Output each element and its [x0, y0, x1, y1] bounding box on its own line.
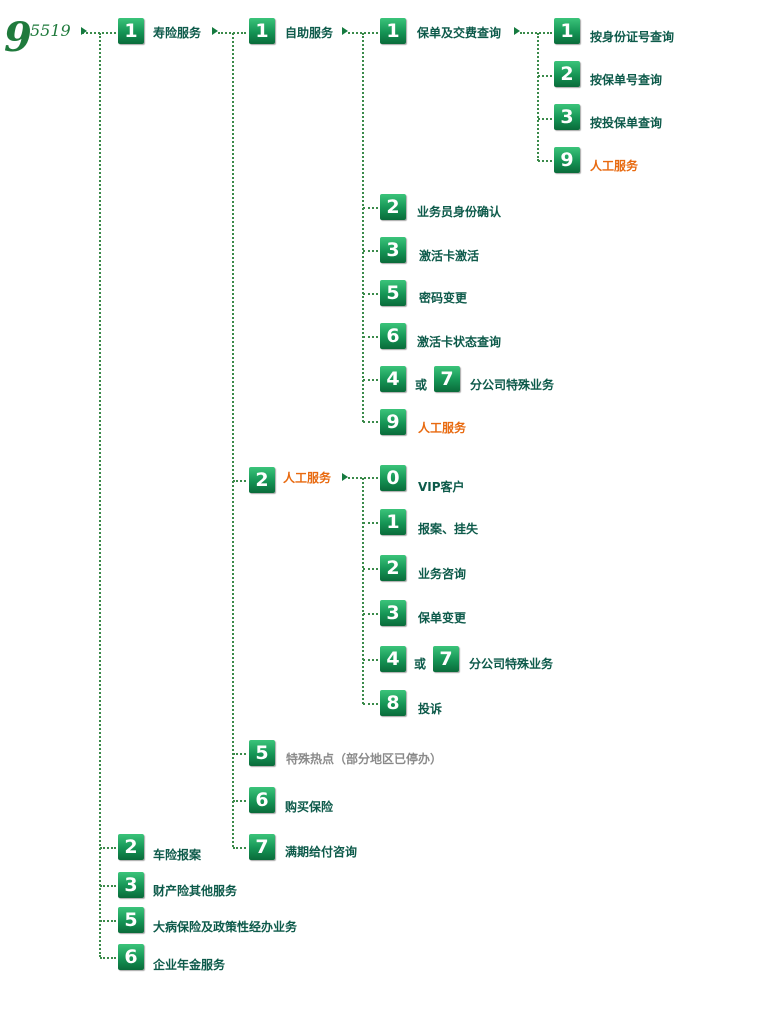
connector: [538, 160, 552, 162]
menu-label-property: 财产险其他服务: [153, 884, 238, 898]
menu-key-by-applicant[interactable]: 3: [554, 104, 580, 130]
connector: [363, 250, 378, 252]
menu-label-illness: 大病保险及政策性经办业务: [153, 920, 298, 934]
arrow-right-icon: [342, 473, 348, 481]
menu-key-password[interactable]: 5: [380, 280, 406, 306]
menu-label-manual-branch: 分公司特殊业务: [469, 657, 554, 671]
connector: [363, 613, 378, 615]
menu-label-self-service: 自助服务: [285, 26, 334, 40]
connector: [363, 522, 378, 524]
arrow-right-icon: [212, 27, 218, 35]
menu-label-report: 报案、挂失: [418, 522, 479, 536]
menu-label-annuity: 企业年金服务: [153, 958, 226, 972]
connector: [363, 703, 378, 705]
menu-key-self-manual[interactable]: 9: [380, 409, 406, 435]
menu-key-hotspot[interactable]: 5: [249, 740, 275, 766]
connector: [363, 293, 378, 295]
menu-label-by-id: 按身份证号查询: [590, 30, 675, 44]
connector: [233, 753, 246, 755]
connector: [100, 920, 116, 922]
connector: [520, 32, 552, 34]
connector: [100, 885, 116, 887]
connector: [363, 421, 378, 423]
or-text: 或: [414, 657, 427, 671]
connector: [363, 336, 378, 338]
menu-label-change: 保单变更: [418, 611, 467, 625]
menu-label-manual: 人工服务: [283, 471, 332, 485]
menu-key-policy-query[interactable]: 1: [380, 18, 406, 44]
menu-label-consult: 业务咨询: [418, 567, 467, 581]
connector: [363, 207, 378, 209]
menu-key-car-claim[interactable]: 2: [118, 834, 144, 860]
menu-label-self-manual: 人工服务: [418, 421, 467, 435]
menu-key-life-insurance[interactable]: 1: [118, 18, 144, 44]
menu-label-by-applicant: 按投保单查询: [590, 116, 663, 130]
menu-key-branch-4[interactable]: 4: [380, 366, 406, 392]
menu-label-buy: 购买保险: [285, 800, 334, 814]
connector: [232, 33, 234, 847]
menu-label-by-policy: 按保单号查询: [590, 73, 663, 87]
menu-label-maturity: 满期给付咨询: [285, 845, 358, 859]
menu-label-hotspot: 特殊热点（部分地区已停办）: [286, 752, 443, 766]
connector: [538, 75, 552, 77]
arrow-right-icon: [514, 27, 520, 35]
connector: [362, 478, 364, 704]
menu-key-consult[interactable]: 2: [380, 555, 406, 581]
hotline-logo: 9 5519: [2, 18, 82, 58]
connector: [100, 847, 116, 849]
menu-label-branch: 分公司特殊业务: [470, 378, 555, 392]
menu-key-vip[interactable]: 0: [380, 465, 406, 491]
connector: [362, 33, 364, 422]
connector: [100, 957, 116, 959]
menu-key-illness[interactable]: 5: [118, 907, 144, 933]
menu-key-complaint[interactable]: 8: [380, 690, 406, 716]
menu-label-password: 密码变更: [419, 291, 468, 305]
menu-key-buy[interactable]: 6: [249, 787, 275, 813]
menu-key-agent-id[interactable]: 2: [380, 194, 406, 220]
menu-key-self-service[interactable]: 1: [249, 18, 275, 44]
connector: [537, 33, 539, 161]
menu-key-query-manual[interactable]: 9: [554, 147, 580, 173]
menu-label-query-manual: 人工服务: [590, 159, 639, 173]
menu-key-annuity[interactable]: 6: [118, 944, 144, 970]
connector: [233, 480, 246, 482]
menu-key-by-id[interactable]: 1: [554, 18, 580, 44]
menu-label-card-status: 激活卡状态查询: [417, 335, 502, 349]
connector: [99, 33, 101, 957]
menu-key-maturity[interactable]: 7: [249, 834, 275, 860]
logo-sub: 5519: [30, 21, 71, 40]
menu-label-card-activate: 激活卡激活: [419, 249, 480, 263]
menu-label-car-claim: 车险报案: [153, 848, 202, 862]
connector: [363, 568, 378, 570]
menu-key-change[interactable]: 3: [380, 600, 406, 626]
arrow-right-icon: [81, 27, 87, 35]
menu-key-manual[interactable]: 2: [249, 467, 275, 493]
menu-key-property[interactable]: 3: [118, 872, 144, 898]
logo-main: 9: [4, 14, 32, 61]
connector: [233, 800, 246, 802]
menu-label-vip: VIP客户: [418, 480, 465, 494]
connector: [233, 847, 246, 849]
arrow-right-icon: [342, 27, 348, 35]
menu-key-branch-7[interactable]: 7: [434, 366, 460, 392]
menu-key-report[interactable]: 1: [380, 509, 406, 535]
menu-key-card-status[interactable]: 6: [380, 323, 406, 349]
connector: [538, 118, 552, 120]
menu-key-manual-branch-4[interactable]: 4: [380, 646, 406, 672]
menu-label-life-insurance: 寿险服务: [153, 26, 202, 40]
or-text: 或: [415, 378, 428, 392]
menu-label-complaint: 投诉: [418, 702, 443, 716]
connector: [363, 379, 378, 381]
menu-label-policy-query: 保单及交费查询: [417, 26, 502, 40]
menu-label-agent-id: 业务员身份确认: [417, 205, 502, 219]
connector: [363, 659, 378, 661]
menu-key-manual-branch-7[interactable]: 7: [433, 646, 459, 672]
menu-key-by-policy[interactable]: 2: [554, 61, 580, 87]
menu-key-card-activate[interactable]: 3: [380, 237, 406, 263]
